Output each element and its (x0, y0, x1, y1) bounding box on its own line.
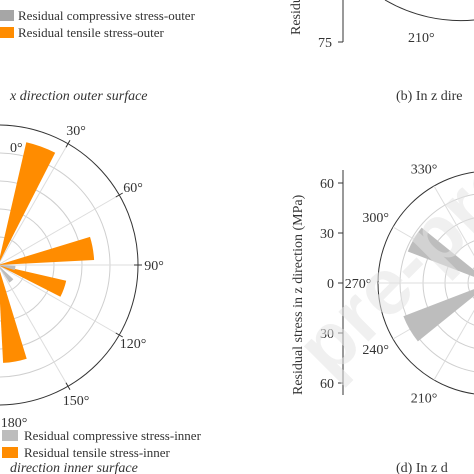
br-y-tick-label: 0 (327, 277, 334, 292)
top-right-circle-arc (384, 0, 474, 22)
bl-compressive-bar (0, 266, 14, 283)
top-right-ylabel: Residu (289, 0, 304, 35)
br-grid-spoke (433, 185, 474, 257)
br-angle-label: 300° (362, 211, 389, 226)
top-left-legend: Residual compressive stress-outer Residu… (0, 8, 196, 40)
legend-swatch-compressive-inner (2, 430, 18, 441)
bl-angle-label: 150° (63, 394, 90, 409)
caption-top-left: x direction outer surface (9, 89, 148, 104)
br-angle-label: 240° (362, 343, 389, 358)
br-y-tick-label: 60 (320, 177, 334, 192)
bl-grid-spoke (0, 194, 120, 265)
br-angle-label: 210° (411, 391, 438, 406)
watermark-text: pre-proof (279, 77, 474, 392)
bottom-left-polar-chart: 0° 30° 60° 90° 120° 150° 180° (0, 124, 164, 431)
bottom-right-ylabel: Residual stress in z direction (MPa) (291, 194, 306, 395)
bl-tensile-bar (0, 142, 56, 262)
bl-grid-spoke (0, 143, 69, 263)
br-y-tick-label: 30 (320, 327, 334, 342)
bl-angle-label: 120° (120, 337, 147, 352)
legend-swatch-tensile-outer (0, 27, 14, 38)
bl-angle-tick (65, 140, 71, 148)
bl-angle-tick (65, 382, 71, 390)
bl-compressive-bar (0, 265, 16, 271)
br-angle-label: 330° (411, 163, 438, 178)
top-right-y-tick-label: 75 (318, 36, 332, 51)
legend-label-tensile-outer: Residual tensile stress-outer (18, 25, 165, 40)
bl-grid-spoke (0, 265, 120, 336)
br-compressive-bar (403, 289, 474, 342)
legend-swatch-compressive-outer (0, 10, 14, 21)
bottom-right-polar-chart: Residual stress in z direction (MPa) 60 3… (291, 163, 474, 406)
bl-tensile-bar (0, 265, 67, 297)
top-right-angle-label: 210° (408, 31, 435, 46)
top-right-partial-panel: Residu 75 210° (289, 0, 474, 51)
bl-angle-label: 30° (66, 124, 86, 139)
legend-label-tensile-inner: Residual tensile stress-inner (24, 445, 171, 460)
bl-angle-tick (115, 192, 123, 198)
legend-swatch-tensile-inner (2, 447, 18, 458)
legend-label-compressive-outer: Residual compressive stress-outer (18, 8, 196, 23)
br-angle-label: 270° (345, 277, 372, 292)
caption-bottom-right: (d) In z d (396, 461, 448, 474)
bottom-left-legend: Residual compressive stress-inner Residu… (2, 428, 202, 460)
bl-angle-label: 180° (1, 416, 28, 431)
bl-grid-spoke (0, 267, 69, 387)
bl-angle-label: 0° (10, 141, 23, 156)
br-y-tick-label: 30 (320, 227, 334, 242)
bl-angle-label: 60° (123, 181, 143, 196)
bl-tensile-bar (0, 271, 27, 363)
bl-tensile-bar (0, 236, 95, 265)
br-grid-spoke (433, 309, 474, 381)
br-compressive-bar (407, 227, 474, 277)
legend-label-compressive-inner: Residual compressive stress-inner (24, 428, 202, 443)
caption-top-right: (b) In z dire (396, 89, 462, 104)
bl-angle-label: 90° (144, 259, 164, 274)
br-y-tick-label: 60 (320, 377, 334, 392)
bl-angle-tick (115, 332, 123, 338)
caption-bottom-left: direction inner surface (10, 461, 138, 474)
